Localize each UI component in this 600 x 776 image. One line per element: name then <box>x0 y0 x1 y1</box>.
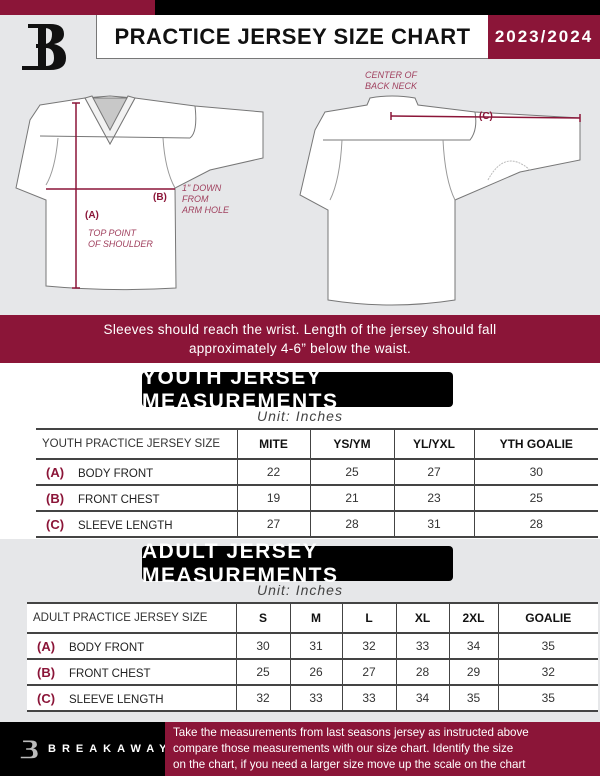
back-jersey <box>299 95 581 306</box>
table-row: (C) SLEEVE LENGTH 32 33 33 34 35 35 <box>27 685 598 712</box>
table-row: (A) BODY FRONT 30 31 32 33 34 35 <box>27 633 598 660</box>
table-cell: 33 <box>289 685 342 712</box>
table-cell: 33 <box>395 633 449 660</box>
adult-unit: Unit: Inches <box>257 582 343 598</box>
row-label: (B) FRONT CHEST <box>36 485 237 512</box>
table-cell: 34 <box>395 685 449 712</box>
label-b: (B) <box>153 192 167 203</box>
table-cell: 25 <box>309 459 394 486</box>
column-header: 2XL <box>448 602 498 634</box>
row-label: (C) SLEEVE LENGTH <box>27 685 236 712</box>
season-badge: 2023/2024 <box>488 15 600 59</box>
table-row: (A) BODY FRONT 22 25 27 30 <box>36 459 598 486</box>
footer-logo <box>20 740 38 759</box>
row-label: (B) FRONT CHEST <box>27 659 236 686</box>
table-cell: 32 <box>341 633 396 660</box>
front-jersey <box>15 95 264 291</box>
measure-code: (C) <box>46 516 65 532</box>
table-cell: 32 <box>235 685 290 712</box>
measure-name: SLEEVE LENGTH <box>78 519 173 532</box>
note-a: TOP POINT OF SHOULDER <box>88 228 153 249</box>
column-header: XL <box>395 602 449 634</box>
table-cell: 23 <box>393 485 474 512</box>
table-cell: 27 <box>393 459 474 486</box>
table-row: (C) SLEEVE LENGTH 27 28 31 28 <box>36 511 598 538</box>
table-cell: 27 <box>341 659 396 686</box>
footer-brand-name: BREAKAWAY <box>48 743 173 755</box>
table-cell: 28 <box>395 659 449 686</box>
adult-size-table: ADULT PRACTICE JERSEY SIZE S M L XL 2XL GOALIE… <box>27 602 598 712</box>
table-header-row: ADULT PRACTICE JERSEY SIZE S M L XL 2XL GOALIE <box>27 602 598 634</box>
column-header: YTH GOALIE <box>473 428 598 460</box>
table-cell: 34 <box>448 633 498 660</box>
table-cell: 19 <box>236 485 310 512</box>
table-cell: 31 <box>289 633 342 660</box>
row-label: (C) SLEEVE LENGTH <box>36 511 237 538</box>
measure-name: FRONT CHEST <box>78 493 160 506</box>
column-header: L <box>341 602 396 634</box>
column-header: YS/YM <box>309 428 394 460</box>
table-cell: 21 <box>309 485 394 512</box>
measure-name: BODY FRONT <box>78 467 154 480</box>
table-cell: 28 <box>473 511 598 538</box>
measure-name: BODY FRONT <box>69 641 145 654</box>
note-c: CENTER OF BACK NECK <box>365 70 418 91</box>
measure-name: FRONT CHEST <box>69 667 151 680</box>
table-cell: 27 <box>236 511 310 538</box>
measure-name: SLEEVE LENGTH <box>69 693 164 706</box>
youth-heading: YOUTH JERSEY MEASUREMENTS <box>142 366 453 413</box>
table-header-row: YOUTH PRACTICE JERSEY SIZE MITE YS/YM YL/YX… <box>36 428 598 460</box>
measure-code: (A) <box>37 638 56 654</box>
table-cell: 28 <box>309 511 394 538</box>
table-cell: 25 <box>473 485 598 512</box>
label-c: (C) <box>479 111 493 122</box>
column-header: M <box>289 602 342 634</box>
table-cell: 35 <box>497 633 598 660</box>
column-header: MITE <box>236 428 310 460</box>
table-cell: 22 <box>236 459 310 486</box>
column-header: GOALIE <box>497 602 598 634</box>
table-cell: 33 <box>341 685 396 712</box>
top-accent-bar <box>0 0 155 15</box>
note-b: 1" DOWN FROM ARM HOLE <box>182 183 230 215</box>
label-a: (A) <box>85 210 99 221</box>
fit-instructions-banner: Sleeves should reach the wrist. Length o… <box>0 315 600 363</box>
table-cell: 30 <box>473 459 598 486</box>
page-title: PRACTICE JERSEY SIZE CHART <box>96 15 488 59</box>
table-cell: 35 <box>448 685 498 712</box>
table-cell: 30 <box>235 633 290 660</box>
measure-code: (B) <box>46 490 65 506</box>
measure-code: (A) <box>46 464 65 480</box>
sleeve-measure-line <box>390 112 581 122</box>
breakaway-logo <box>22 24 66 70</box>
youth-size-table: YOUTH PRACTICE JERSEY SIZE MITE YS/YM YL/YX… <box>36 428 598 538</box>
column-header: S <box>235 602 290 634</box>
column-header: YL/YXL <box>393 428 474 460</box>
table-cell: 29 <box>448 659 498 686</box>
youth-unit: Unit: Inches <box>257 408 343 424</box>
adult-heading: ADULT JERSEY MEASUREMENTS <box>142 540 453 587</box>
footer-instructions: Take the measurements from last seasons … <box>165 722 600 776</box>
measure-code: (B) <box>37 664 56 680</box>
table-cell: 31 <box>393 511 474 538</box>
front-measure-lines <box>46 102 175 289</box>
jersey-diagram <box>15 95 581 306</box>
table-cell: 35 <box>497 685 598 712</box>
column-header: YOUTH PRACTICE JERSEY SIZE <box>36 428 237 460</box>
measure-code: (C) <box>37 690 56 706</box>
table-cell: 32 <box>497 659 598 686</box>
table-cell: 26 <box>289 659 342 686</box>
top-black-bar <box>155 0 600 15</box>
row-label: (A) BODY FRONT <box>27 633 236 660</box>
row-label: (A) BODY FRONT <box>36 459 237 486</box>
table-row: (B) FRONT CHEST 25 26 27 28 29 32 <box>27 659 598 686</box>
table-cell: 25 <box>235 659 290 686</box>
table-row: (B) FRONT CHEST 19 21 23 25 <box>36 485 598 512</box>
column-header: ADULT PRACTICE JERSEY SIZE <box>27 602 236 634</box>
